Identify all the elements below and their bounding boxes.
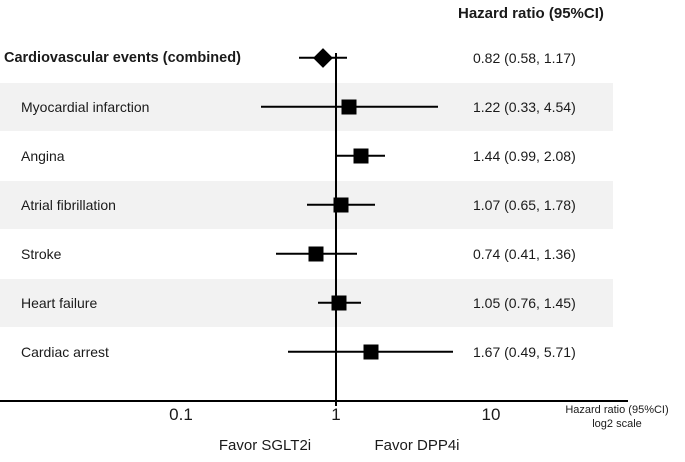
hr-value: 0.74 (0.41, 1.36) — [473, 245, 576, 262]
hr-value: 1.67 (0.49, 5.71) — [473, 343, 576, 360]
row-label: Cardiovascular events (combined) — [4, 49, 241, 66]
hr-marker-square — [363, 344, 379, 359]
hr-marker-square — [308, 246, 324, 261]
reference-line — [335, 53, 337, 406]
hr-marker-diamond — [312, 47, 333, 68]
hr-value: 0.82 (0.58, 1.17) — [473, 49, 576, 66]
hr-marker-square — [341, 99, 357, 114]
hr-value: 1.44 (0.99, 2.08) — [473, 147, 576, 164]
hr-marker-square — [333, 197, 349, 212]
row-label: Heart failure — [21, 294, 98, 311]
value-column-header: Hazard ratio (95%CI) — [458, 5, 604, 22]
row-label: Atrial fibrillation — [21, 196, 116, 213]
axis-tick-label: 10 — [481, 405, 501, 424]
row-label: Cardiac arrest — [21, 343, 109, 360]
row-label: Stroke — [21, 245, 62, 262]
row-label: Angina — [21, 147, 65, 164]
hr-marker-square — [353, 148, 369, 163]
hr-value: 1.07 (0.65, 1.78) — [473, 196, 576, 213]
x-axis-title: Hazard ratio (95%CI) log2 scale — [551, 403, 683, 431]
hr-marker-square — [331, 295, 347, 310]
favor-left-label: Favor SGLT2i — [218, 437, 312, 454]
hr-value: 1.05 (0.76, 1.45) — [473, 294, 576, 311]
x-axis-title-line2: log2 scale — [592, 418, 642, 430]
row-label: Myocardial infarction — [21, 98, 150, 115]
favor-right-label: Favor DPP4i — [374, 437, 460, 454]
row-stripe — [0, 278, 613, 327]
hr-value: 1.22 (0.33, 4.54) — [473, 98, 576, 115]
axis-tick-label: 0.1 — [169, 405, 193, 424]
x-axis-line — [0, 400, 628, 402]
x-axis-title-line1: Hazard ratio (95%CI) — [565, 404, 669, 416]
axis-tick-label: 1 — [331, 405, 341, 424]
row-stripe — [0, 180, 613, 229]
